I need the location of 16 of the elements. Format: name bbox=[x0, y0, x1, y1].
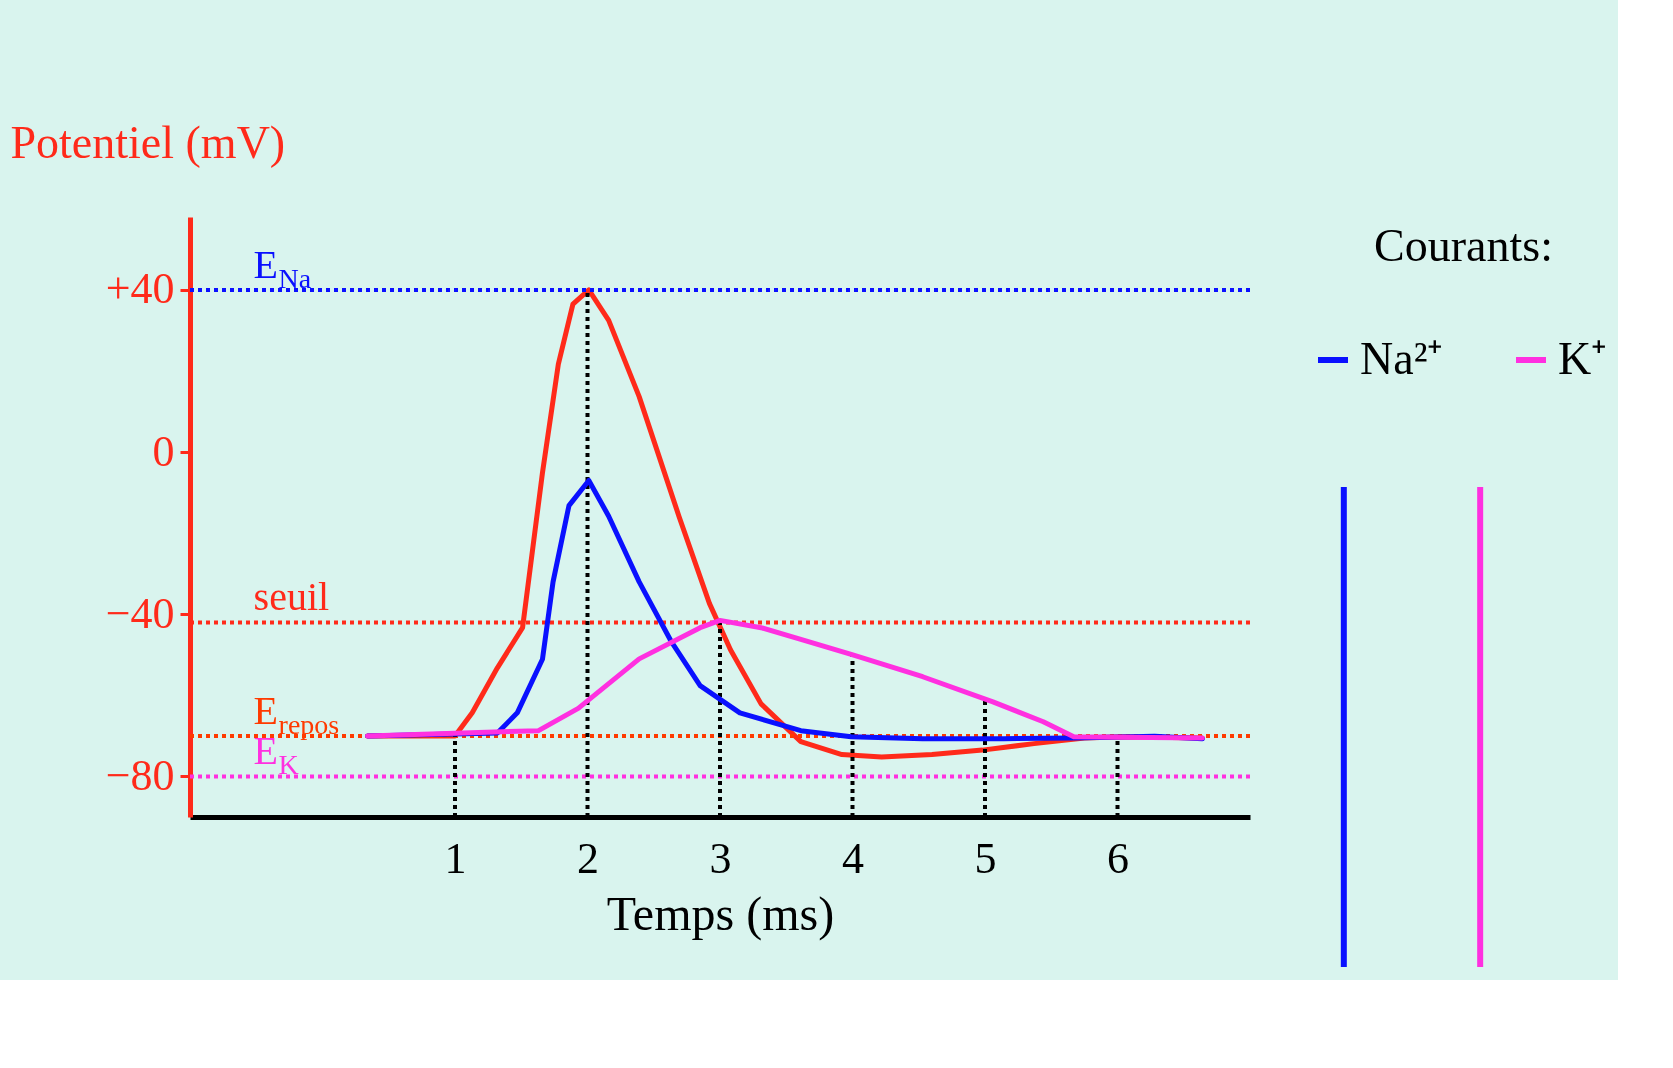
ref-line-label: seuil bbox=[253, 574, 330, 620]
x-tick-label: 1 bbox=[444, 833, 467, 883]
y-tick-label: −40 bbox=[105, 588, 175, 638]
y-axis-title: Potentiel (mV) bbox=[10, 116, 286, 168]
x-tick-label: 6 bbox=[1107, 833, 1129, 883]
x-tick-label: 4 bbox=[842, 833, 864, 883]
legend-label: K⁺ bbox=[1558, 333, 1608, 384]
y-tick-label: −80 bbox=[105, 750, 175, 800]
x-tick-label: 2 bbox=[577, 833, 599, 883]
y-tick-label: +40 bbox=[105, 264, 175, 314]
y-tick-label: 0 bbox=[152, 426, 175, 476]
text: Courants: bbox=[1374, 220, 1553, 271]
legend-label: Na²⁺ bbox=[1360, 333, 1444, 384]
x-tick-label: 3 bbox=[709, 833, 732, 883]
x-tick-label: 5 bbox=[974, 833, 997, 883]
x-axis-title: Temps (ms) bbox=[606, 886, 835, 941]
